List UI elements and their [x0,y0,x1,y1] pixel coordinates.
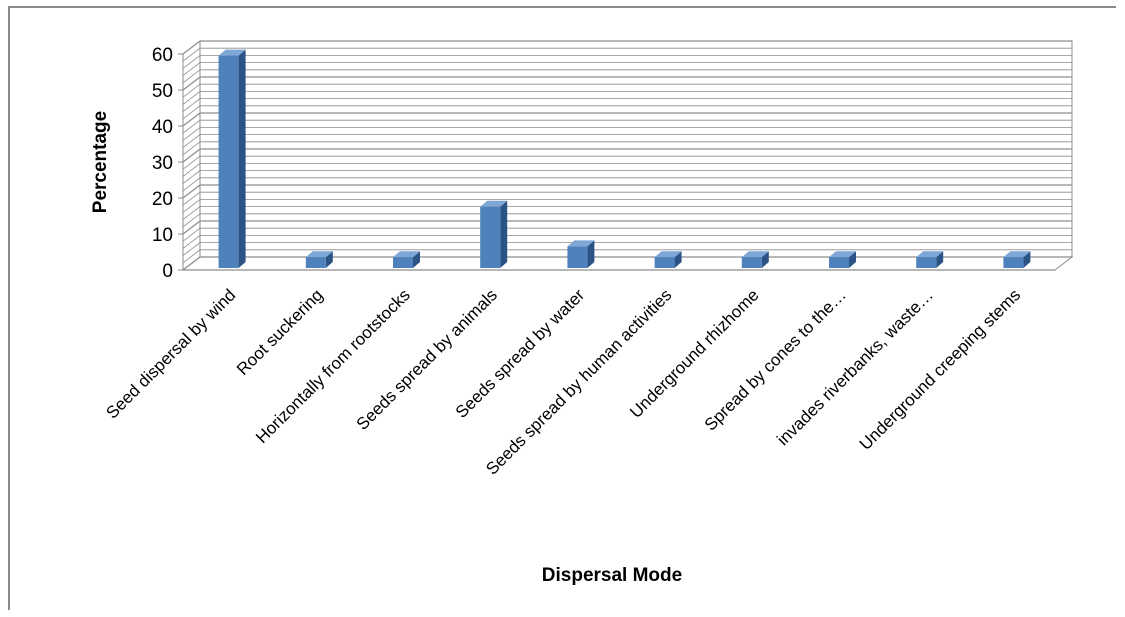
bar-top [1003,251,1031,258]
bar-top [567,240,595,247]
bar-front [218,55,239,268]
y-axis-title: Percentage [90,111,111,213]
bar-top [654,251,682,258]
bar-front [567,246,588,268]
gridline-side [182,206,201,220]
bar-front [741,257,762,268]
gridline-side [182,256,201,271]
gridline-side [182,220,201,235]
chart-grid [181,40,1074,271]
bar-side [413,251,420,268]
gridline-side [182,69,201,84]
bar [480,200,508,268]
gridline-side [182,155,201,170]
bar-side [674,251,682,268]
bar-top [916,251,944,258]
gridline-side [182,83,201,98]
gridline-side [182,47,201,62]
gridline-side [182,235,201,249]
bar-front [480,206,501,268]
x-tick-label: Seeds spread by human activities [482,285,675,478]
gridline-side [182,40,201,55]
bar-side [500,200,508,268]
bar-side [1023,251,1031,268]
bar-front [1003,257,1024,268]
bar-side [238,49,246,268]
x-tick-label: Seed dispersal by wind [102,285,239,422]
gridline-side [182,163,201,177]
y-tick-label: 50 [152,81,173,102]
y-axis: 0 10 20 30 40 50 60 [152,45,183,282]
bar [654,251,682,268]
chart-frame [8,6,1116,610]
gridline-side [182,119,201,134]
bar-top [741,251,769,258]
gridline-side [182,55,201,69]
gridline-side [182,184,201,199]
bar [218,49,246,268]
bar [829,251,856,268]
x-tick-label: Root suckering [233,285,327,379]
gridline-side [182,141,201,156]
gridline-side [182,76,201,91]
y-tick-label: 20 [152,189,173,210]
bar-top [393,251,420,258]
y-tick-label: 10 [152,225,173,246]
gridline-side [182,191,201,206]
bar [393,251,420,268]
bar-side [936,251,944,268]
bar [305,251,333,268]
bar-front [829,257,849,268]
x-tick-label: invades riverbanks, waste… [773,285,937,449]
bar-front [393,257,413,268]
bar-top [829,251,856,258]
y-tick-label: 60 [152,45,173,66]
bar-top [218,49,246,56]
gridline-side [182,112,201,127]
gridline-side [182,62,201,76]
bar-side [587,240,595,268]
y-tick-label: 0 [162,261,173,282]
bar-side [325,251,333,268]
x-axis-title: Dispersal Mode [542,565,682,586]
bar-front [305,257,326,268]
bar-side [849,251,856,268]
bars [218,49,1031,268]
gridline-side [182,177,201,192]
bar-side [761,251,769,268]
bar [916,251,944,268]
bar-top [480,200,508,207]
x-tick-label: Horizontally from rootstocks [252,285,414,447]
y-tick-label: 40 [152,117,173,138]
gridline-side [182,134,201,148]
gridline-side [182,91,201,105]
gridline-side [182,98,201,112]
bar-top [305,251,333,258]
bar-front [654,257,675,268]
gridline-side [182,213,201,228]
gridline-side [182,199,201,213]
y-tick-label: 30 [152,153,173,174]
x-tick-label: Spread by cones to the… [701,285,850,434]
bar [1003,251,1031,268]
gridline-side [182,249,201,264]
gridline-side [182,242,201,256]
x-tick-label: Underground creeping stems [856,285,1024,453]
x-tick-label: Seeds spread by animals [353,285,501,433]
bar [741,251,769,268]
gridline-side [182,170,201,184]
gridline-side [182,148,201,163]
bar-front [916,257,937,268]
gridline-side [182,227,201,242]
gridline-side [182,127,201,141]
bar [567,240,595,268]
gridline-side [182,105,201,120]
